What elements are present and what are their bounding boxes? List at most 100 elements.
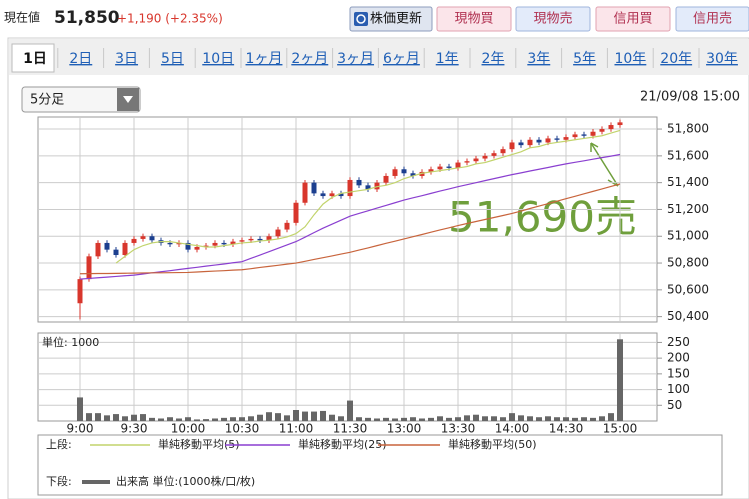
candle-body [248,238,254,241]
tab[interactable]: 3日 [115,51,138,67]
legend-label: 単純移動平均(50) [448,437,537,451]
tab[interactable]: 5日 [161,51,184,67]
volume-bar [572,417,578,421]
volume-bar [113,414,119,421]
volume-bar [293,410,299,421]
arrow-head [590,142,599,152]
volume-bar [374,418,380,421]
candle-body [455,162,461,168]
tab[interactable]: 1ヶ月 [246,51,283,67]
tab[interactable]: 3ヶ月 [337,51,374,67]
candle-body [95,242,101,257]
button[interactable] [349,6,433,32]
y-tick-label: 50,400 [667,309,709,323]
tab-selected[interactable] [11,43,55,73]
candle-body [482,155,488,159]
tab[interactable]: 1日 [23,51,47,67]
button[interactable] [436,6,512,32]
candle-body [365,185,371,190]
candle-body [230,241,236,245]
tab[interactable]: 2日 [69,51,92,67]
volume-bar [194,419,200,421]
volume-bar [158,418,164,421]
x-tick-label: 11:30 [333,422,368,436]
volume-bar [518,415,524,421]
y-tick-label: 51,200 [667,202,709,216]
legend-label: 単純移動平均(5) [158,437,240,451]
x-tick-label: 13:30 [441,422,476,436]
candle-body [284,222,290,230]
x-tick-label: 11:00 [279,422,314,436]
candle-body [86,256,92,280]
x-tick-label: 10:00 [171,422,206,436]
candle-body [581,134,587,136]
tab[interactable]: 6ヶ月 [383,51,420,67]
tab[interactable]: 30年 [706,51,738,67]
volume-bar [599,416,605,421]
price-change: +1,190 (+2.35%) [117,12,223,26]
tab[interactable]: 10日 [202,51,234,67]
legend-upper: 上段: [46,437,72,451]
candle-body [275,229,281,237]
button[interactable] [595,6,671,32]
candle-body [320,193,326,197]
candle-body [122,242,128,256]
y-tick-label: 250 [667,335,690,349]
tab[interactable]: 1年 [436,51,459,67]
candle-body [374,182,380,190]
candle-body [590,131,596,136]
tab[interactable]: 10年 [614,51,646,67]
tab[interactable]: 5年 [573,51,596,67]
period-select[interactable] [21,86,141,113]
y-tick-label: 50,600 [667,282,709,296]
y-tick-label: 200 [667,351,690,365]
y-tick-label: 150 [667,366,690,380]
candle-body [104,242,110,250]
volume-bar [140,414,146,421]
tab[interactable]: 2年 [482,51,505,67]
button-label: 現物買 [454,12,493,27]
candle-body [257,238,263,241]
candle-body [500,149,506,154]
candle-body [437,166,443,170]
candle-body [401,169,407,174]
candle-body [239,240,245,242]
volume-bar [401,417,407,421]
volume-bar [455,417,461,421]
tab[interactable]: 2ヶ月 [291,51,328,67]
x-tick-label: 10:30 [225,422,260,436]
tab[interactable]: 20年 [660,51,692,67]
candle-body [410,173,416,176]
candle-body [599,129,605,132]
volume-bar [122,416,128,421]
volume-bar [500,417,506,421]
legend-label: 出来高 単位:(1000株/口/枚) [116,474,255,488]
volume-bar [248,416,254,421]
volume-bar [257,414,263,421]
x-tick-label: 14:00 [495,422,530,436]
volume-bar [185,417,191,421]
button[interactable] [515,6,591,32]
candle-body [185,242,191,250]
moving-average [79,153,621,280]
volume-bar [203,419,209,421]
button-label: 現物売 [533,11,572,27]
y-tick-label: 50,800 [667,256,709,270]
candle-body [446,166,452,168]
annotation: 51,690売 [448,193,637,242]
volume-bar [131,414,137,421]
button[interactable] [675,6,749,32]
candle-body [509,142,515,150]
candle-body [293,202,299,223]
candle-body [212,242,218,246]
tab[interactable]: 3年 [527,51,550,67]
candle-body [347,179,353,197]
candle-body [491,153,497,156]
volume-bar [617,339,623,421]
volume-bar [545,416,551,421]
candle-body [545,138,551,143]
panel [7,37,749,499]
candle-body [203,245,209,247]
candle-body [140,236,146,239]
